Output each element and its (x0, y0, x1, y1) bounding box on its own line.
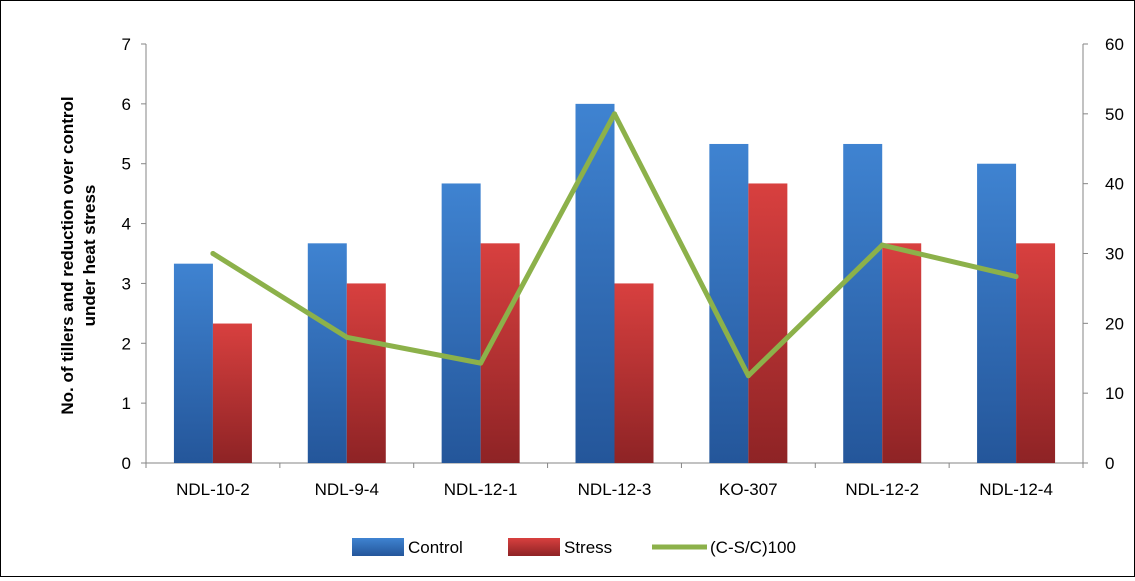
point-reduction (478, 360, 484, 366)
y-tick-label-left: 3 (122, 274, 131, 293)
legend-swatch-stress (508, 538, 560, 556)
bar-control (307, 243, 347, 463)
y-tick-label-left: 0 (122, 454, 131, 473)
y-tick-label-right: 40 (1105, 175, 1124, 194)
bar-control (709, 143, 749, 463)
x-tick-label: NDL-12-2 (845, 480, 919, 499)
x-tick-label: NDL-12-3 (578, 480, 652, 499)
bar-control (843, 143, 883, 463)
point-reduction (210, 251, 216, 256)
bar-stress (212, 323, 252, 463)
point-reduction (879, 242, 885, 248)
bar-control (441, 183, 481, 463)
point-reduction (612, 111, 617, 117)
y-tick-label-right: 60 (1105, 35, 1124, 54)
bar-control (575, 103, 615, 463)
y-tick-label-left: 4 (122, 215, 131, 234)
y-tick-label-left: 5 (122, 155, 131, 174)
y-tick-label-right: 0 (1105, 454, 1114, 473)
bar-stress (882, 243, 922, 463)
bar-stress (1016, 243, 1056, 463)
y-axis-title-line1: No. of tillers and reduction over contro… (58, 96, 77, 414)
x-tick-label: NDL-10-2 (176, 480, 250, 499)
y-tick-label-left: 6 (122, 95, 131, 114)
bar-stress (346, 283, 386, 463)
y-axis-title-line2: under heat stress (80, 185, 99, 327)
bar-stress (748, 183, 788, 463)
bar-stress (614, 283, 654, 463)
bar-control (173, 263, 213, 463)
x-tick-label: NDL-12-4 (979, 480, 1053, 499)
y-tick-label-right: 10 (1105, 384, 1124, 403)
y-tick-label-left: 2 (122, 334, 131, 353)
x-tick-label: KO-307 (719, 480, 778, 499)
y-tick-label-right: 50 (1105, 105, 1124, 124)
y-tick-label-left: 7 (122, 35, 131, 54)
y-tick-label-right: 30 (1105, 245, 1124, 264)
y-axis-title: No. of tillers and reduction over contro… (58, 96, 99, 414)
x-tick-label: NDL-9-4 (315, 480, 379, 499)
bar-control (977, 163, 1017, 463)
point-reduction (344, 334, 350, 340)
y-tick-label-right: 20 (1105, 314, 1124, 333)
x-tick-label: NDL-12-1 (444, 480, 518, 499)
y-tick-label-left: 1 (122, 394, 131, 413)
point-reduction (1013, 274, 1019, 280)
point-reduction (745, 373, 751, 379)
legend-swatch-control (352, 538, 404, 556)
legend-label-stress: Stress (564, 538, 612, 557)
legend-label-reduction: (C-S/C)100 (710, 538, 796, 557)
legend-label-control: Control (408, 538, 463, 557)
